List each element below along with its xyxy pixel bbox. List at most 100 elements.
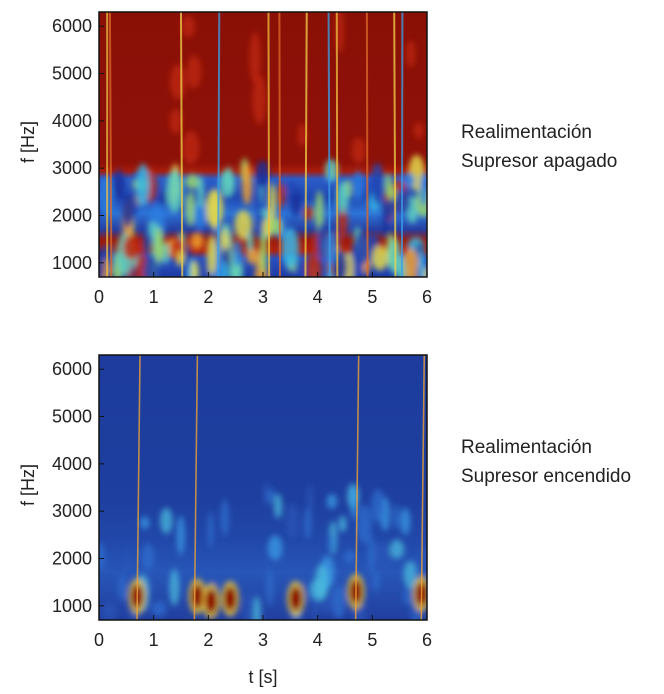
bottom-heatmap-patch — [160, 507, 173, 534]
top-heatmap-streak — [180, 12, 184, 277]
bottom-heatmap-patch — [367, 535, 375, 573]
bottom-x-tick-label: 4 — [313, 630, 323, 650]
top-x-tick-label: 1 — [149, 287, 159, 307]
bottom-heatmap-patch — [374, 541, 386, 560]
bottom-caption-line-1: Realimentación — [461, 437, 592, 458]
bottom-heatmap-streak — [193, 355, 199, 620]
bottom-heatmap-background — [99, 355, 427, 620]
bottom-hot-spot — [205, 589, 218, 614]
top-heatmap-patch — [122, 194, 134, 228]
bottom-heatmap-patch — [220, 498, 230, 537]
bottom-x-tick-label: 0 — [94, 630, 104, 650]
top-heatmap-streak — [108, 12, 113, 277]
top-heatmap-patch — [242, 163, 253, 206]
bottom-y-tick-label: 2000 — [52, 548, 92, 568]
bottom-heatmap-patch — [267, 535, 283, 561]
top-heatmap-patch — [143, 255, 160, 277]
bottom-y-tick-label: 1000 — [52, 596, 92, 616]
bottom-chart: 0 1 2 3 4 5 6 1000 2000 3000 4000 5000 6000 f [Hz] t… — [18, 354, 432, 687]
bottom-heatmap-patch — [273, 493, 283, 519]
bottom-x-tick-label: 5 — [367, 630, 377, 650]
bottom-heatmap-patch — [326, 493, 338, 509]
top-heatmap-patch — [353, 170, 363, 202]
top-heatmap-patch — [298, 123, 307, 147]
bottom-y-tick-label: 3000 — [52, 501, 92, 521]
bottom-heatmap-patch — [266, 488, 276, 504]
top-heatmap-patch — [354, 231, 370, 266]
top-heatmap-patch — [206, 235, 217, 275]
top-heatmap-patch — [351, 137, 366, 164]
top-heatmap-patch — [143, 220, 151, 260]
bottom-heatmap-patch — [176, 515, 185, 556]
top-heatmap-patch — [154, 227, 164, 263]
top-x-tick-label: 3 — [258, 287, 268, 307]
bottom-heatmap-patch — [350, 484, 358, 520]
bottom-heatmap-patch — [101, 602, 117, 620]
top-heatmap-streak — [365, 12, 369, 277]
top-heatmap-patch — [194, 199, 207, 230]
top-y-tick-label: 3000 — [52, 158, 92, 178]
top-heatmap-patch — [370, 162, 384, 205]
bottom-heatmap-patches — [99, 481, 427, 620]
top-heatmap-patch — [413, 122, 424, 139]
top-heatmap-patch — [372, 245, 388, 271]
top-heatmap-patch — [306, 252, 322, 277]
top-heatmap-streak — [267, 12, 271, 277]
bottom-heatmap-streak — [136, 355, 141, 620]
top-caption-line-1: Realimentación — [461, 122, 592, 143]
bottom-heatmap-patch — [306, 484, 314, 515]
top-y-tick-label: 4000 — [52, 111, 92, 131]
bottom-heatmap-patch — [327, 533, 335, 553]
bottom-heatmap-patch — [344, 549, 356, 564]
top-heatmap-patch — [186, 190, 195, 227]
top-heatmap-patch — [406, 40, 416, 68]
top-y-tick-label: 2000 — [52, 205, 92, 225]
top-heatmap-patch — [197, 175, 204, 208]
top-heatmap-patch — [190, 260, 199, 277]
top-heatmap-patch — [268, 183, 276, 225]
top-heatmap-patch — [336, 181, 349, 214]
bottom-heatmap-patch — [285, 503, 299, 539]
bottom-x-axis-label: t [s] — [248, 667, 277, 687]
bottom-heatmap-patch — [331, 585, 346, 619]
bottom-heatmap-patch — [151, 601, 167, 617]
bottom-heatmap-patch — [372, 570, 379, 592]
bottom-heatmap-patch — [140, 516, 150, 530]
top-heatmap-patch — [184, 244, 191, 265]
top-heatmap-streaks — [106, 12, 404, 277]
top-heatmap-patch — [186, 55, 202, 89]
top-heatmap-patch — [281, 227, 299, 269]
top-heatmap-patch — [285, 181, 298, 197]
bottom-hot-spot — [289, 586, 302, 611]
bottom-x-tick-label: 2 — [203, 630, 213, 650]
top-heatmap-patch — [185, 174, 200, 189]
bottom-heatmap-patch — [392, 504, 400, 530]
bottom-heatmap-patch — [403, 560, 417, 589]
top-heatmap-streak — [393, 12, 397, 277]
top-heatmap-patch — [382, 199, 389, 239]
bottom-heatmap-streak — [354, 355, 360, 620]
top-heatmap-patches — [99, 12, 427, 277]
bottom-caption-line-2: Supresor encendido — [461, 466, 632, 487]
bottom-heatmap-streak — [420, 355, 426, 620]
top-heatmap-patch — [246, 249, 261, 265]
top-heatmap-patch — [190, 232, 204, 250]
top-heatmap-patch — [255, 160, 270, 188]
bottom-caption: Realimentación Supresor encendido — [461, 433, 631, 491]
top-heatmap-patch — [169, 108, 183, 134]
top-heatmap-streak — [217, 12, 221, 277]
bottom-y-tick-label: 4000 — [52, 454, 92, 474]
top-heatmap-patch — [315, 190, 324, 235]
top-heatmap-patch — [402, 248, 419, 277]
bottom-heatmap-patch — [303, 507, 312, 540]
top-heatmap-patch — [249, 32, 261, 84]
bottom-heatmap-patch — [338, 515, 347, 532]
top-heatmap-patch — [234, 210, 253, 240]
top-heatmap-streak — [327, 12, 331, 277]
top-y-tick-label: 6000 — [52, 16, 92, 36]
top-heatmap-patch — [419, 172, 427, 206]
bottom-heatmap-patch — [253, 596, 262, 620]
bottom-x-tick-label: 1 — [149, 630, 159, 650]
top-heatmap-patch — [169, 64, 186, 100]
top-heatmap-patch — [162, 242, 170, 265]
